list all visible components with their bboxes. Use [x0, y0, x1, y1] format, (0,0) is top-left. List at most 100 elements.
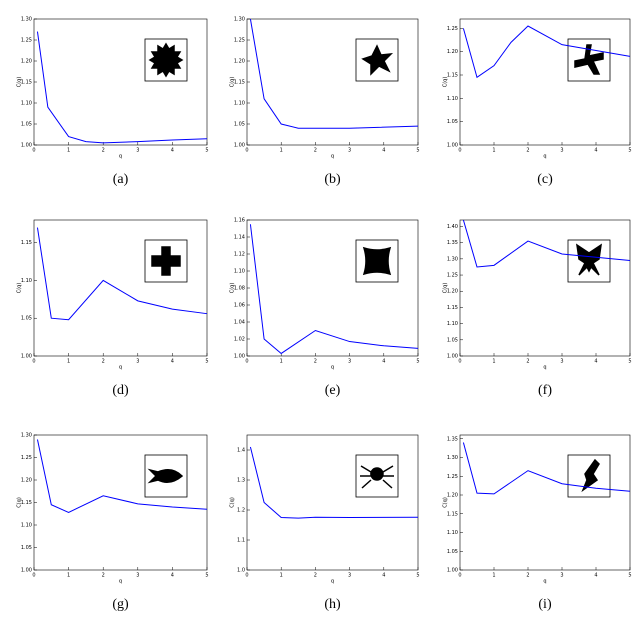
y-tick-label: 1.40 — [447, 224, 458, 230]
x-tick-label: 5 — [205, 573, 208, 579]
panel: 0 1 2 3 4 5 1.0 1.1 1.2 1.3 1.4 q C(q) (h) — [230, 434, 420, 612]
y-tick-label: 1.15 — [234, 80, 245, 86]
data-line — [249, 224, 419, 355]
y-tick-label: 1.20 — [447, 289, 458, 295]
inset-shape — [147, 468, 184, 484]
x-tick-label: 3 — [136, 359, 139, 365]
y-tick-label: 1.10 — [234, 101, 245, 107]
x-tick-label: 3 — [560, 573, 563, 579]
y-axis-label: C(q) — [17, 77, 23, 88]
data-line — [462, 25, 631, 79]
y-axis-label: C(q) — [230, 497, 236, 508]
x-tick-label: 0 — [245, 148, 248, 154]
x-tick-label: 3 — [136, 573, 139, 579]
y-tick-label: 1.25 — [447, 474, 458, 480]
y-tick-label: 1.10 — [21, 278, 32, 284]
y-tick-label: 1.25 — [21, 455, 32, 461]
y-tick-label: 1.0 — [237, 568, 245, 574]
y-tick-label: 1.00 — [447, 354, 458, 360]
x-tick-label: 2 — [526, 359, 529, 365]
x-tick-label: 5 — [628, 148, 631, 154]
x-tick-label: 0 — [32, 359, 35, 365]
y-tick-label: 1.15 — [447, 511, 458, 517]
y-tick-label: 1.05 — [447, 337, 458, 343]
axes-frame — [33, 219, 208, 357]
y-tick-label: 1.05 — [447, 119, 458, 125]
x-tick-label: 5 — [205, 148, 208, 154]
caption: (a) — [113, 172, 129, 187]
panel: 0 1 2 3 4 5 1.00 1.05 1.10 1.15 1.20 1.25 1.30 q C(q) (… — [230, 17, 420, 188]
x-tick-label: 4 — [382, 148, 385, 154]
y-tick-label: 1.10 — [21, 101, 32, 107]
data-line — [36, 31, 208, 144]
x-tick-label: 1 — [280, 148, 283, 154]
x-tick-label: 5 — [205, 359, 208, 365]
data-line — [462, 442, 631, 495]
inset-shape — [581, 458, 600, 493]
x-tick-label: 5 — [416, 148, 419, 154]
panel: 0 1 2 3 4 5 1.00 1.05 1.10 1.15 q C(q) (d) — [17, 219, 209, 398]
y-tick-label: 1.15 — [21, 80, 32, 86]
y-tick-label: 1.3 — [237, 478, 245, 484]
x-axis-label: q — [543, 579, 546, 585]
x-tick-label: 0 — [32, 573, 35, 579]
x-tick-label: 1 — [67, 359, 70, 365]
y-tick-label: 1.20 — [447, 493, 458, 499]
y-tick-label: 1.35 — [447, 240, 458, 246]
y-tick-label: 1.15 — [21, 240, 32, 246]
y-axis-label: C(q) — [230, 283, 236, 294]
y-tick-label: 1.10 — [447, 530, 458, 536]
x-tick-label: 3 — [136, 148, 139, 154]
x-tick-label: 1 — [280, 359, 283, 365]
x-tick-label: 4 — [594, 148, 597, 154]
y-tick-label: 1.04 — [234, 320, 245, 326]
x-tick-label: 1 — [492, 148, 495, 154]
x-tick-label: 5 — [628, 573, 631, 579]
y-tick-label: 1.4 — [237, 448, 245, 454]
x-tick-label: 5 — [628, 359, 631, 365]
x-tick-label: 3 — [348, 359, 351, 365]
data-line — [462, 219, 631, 268]
inset-shape — [576, 243, 602, 276]
y-tick-label: 1.15 — [21, 500, 32, 506]
x-tick-label: 1 — [67, 148, 70, 154]
inset-shape — [574, 44, 604, 75]
x-tick-label: 4 — [171, 148, 174, 154]
y-tick-label: 1.10 — [447, 321, 458, 327]
y-tick-label: 1.12 — [234, 252, 245, 258]
y-tick-label: 1.30 — [21, 17, 32, 23]
y-tick-label: 1.25 — [234, 38, 245, 44]
y-tick-label: 1.05 — [21, 316, 32, 322]
y-tick-label: 1.10 — [447, 96, 458, 102]
y-tick-label: 1.15 — [447, 73, 458, 79]
x-tick-label: 0 — [245, 573, 248, 579]
x-axis-label: q — [543, 154, 546, 160]
x-axis-label: q — [331, 154, 334, 160]
x-tick-label: 2 — [102, 148, 105, 154]
x-tick-label: 4 — [171, 573, 174, 579]
x-axis-label: q — [543, 365, 546, 371]
y-tick-label: 1.06 — [234, 303, 245, 309]
y-tick-label: 1.35 — [447, 436, 458, 442]
x-tick-label: 0 — [458, 148, 461, 154]
x-tick-label: 1 — [280, 573, 283, 579]
y-tick-label: 1.25 — [447, 26, 458, 32]
x-tick-label: 4 — [171, 359, 174, 365]
inset-shape — [360, 465, 394, 489]
x-tick-label: 0 — [458, 573, 461, 579]
y-tick-label: 1.00 — [21, 568, 32, 574]
y-tick-label: 1.08 — [234, 286, 245, 292]
y-tick-label: 1.05 — [21, 545, 32, 551]
panel: 0 1 2 3 4 5 1.00 1.02 1.04 1.06 1.08 1.10 1.12 1.14 1.… — [230, 218, 420, 399]
y-axis-label: C(q) — [17, 497, 23, 508]
x-tick-label: 0 — [245, 359, 248, 365]
x-tick-label: 4 — [382, 359, 385, 365]
y-tick-label: 1.25 — [21, 38, 32, 44]
caption: (b) — [324, 172, 341, 187]
caption: (c) — [537, 172, 553, 187]
data-line — [36, 439, 208, 513]
y-tick-label: 1.00 — [234, 354, 245, 360]
x-tick-label: 2 — [526, 148, 529, 154]
y-tick-label: 1.14 — [234, 235, 245, 241]
